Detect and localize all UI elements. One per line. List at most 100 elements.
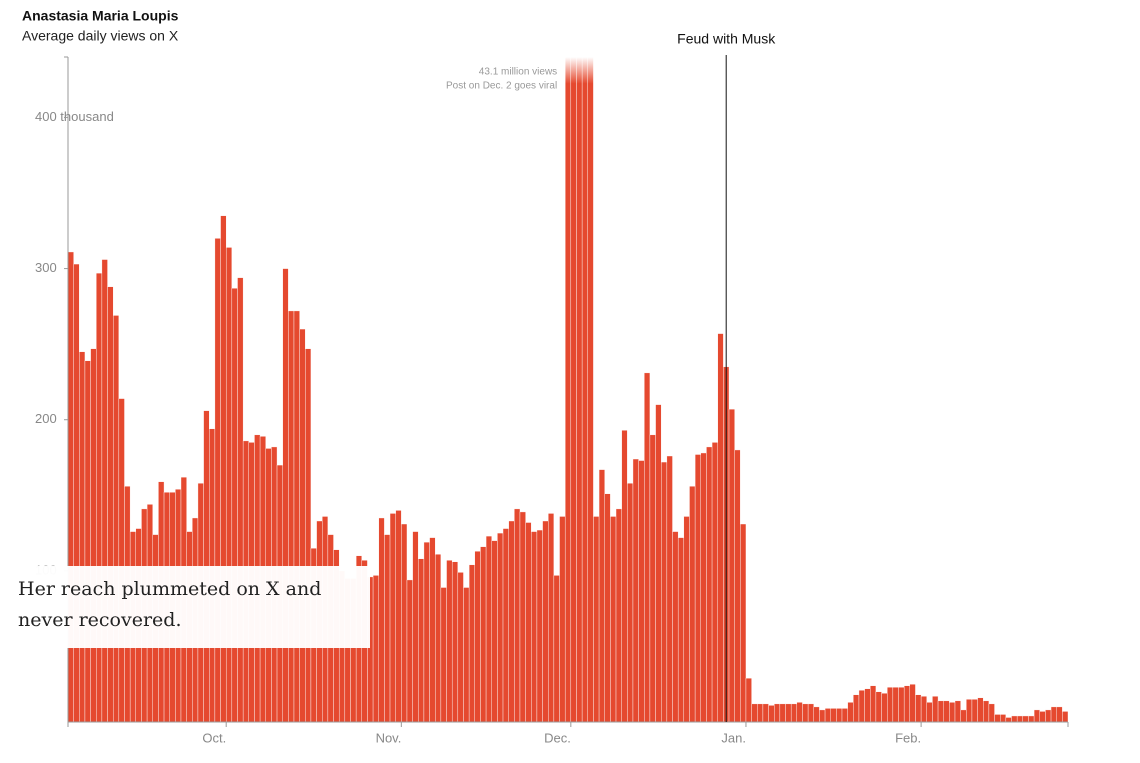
bar (751, 703, 758, 723)
bar (231, 288, 238, 723)
bar (604, 493, 611, 723)
bar (378, 517, 385, 723)
chart-title: Anastasia Maria Loupis (22, 8, 179, 24)
bar (1050, 706, 1057, 723)
bar (988, 703, 995, 723)
bar (813, 706, 820, 723)
bar (661, 461, 668, 723)
bar (768, 705, 775, 723)
bar (915, 694, 922, 723)
bar (559, 516, 566, 723)
bar (836, 708, 843, 723)
bar (468, 564, 475, 723)
bar (112, 315, 120, 723)
bar (440, 587, 447, 723)
bar (570, 56, 577, 723)
bar (1000, 714, 1007, 723)
bar (305, 348, 312, 723)
bar (926, 702, 933, 723)
bar (293, 310, 300, 723)
bar (384, 534, 391, 723)
bar (1016, 715, 1024, 723)
bar (531, 531, 538, 723)
bar (847, 702, 854, 723)
bar (677, 537, 685, 723)
x-tick-label: Dec. (544, 730, 571, 745)
bar (807, 703, 814, 723)
bar (418, 558, 425, 723)
bar (79, 351, 86, 723)
y-tick-label: 400 thousand (35, 109, 114, 124)
bar (519, 511, 526, 723)
bar (395, 510, 402, 723)
bar (870, 685, 877, 723)
callout: Her reach plummeted on X and never recov… (10, 566, 370, 648)
bar (796, 702, 803, 723)
bar (406, 579, 413, 723)
bar (446, 560, 453, 723)
bar (118, 398, 125, 723)
bar (785, 703, 792, 723)
bar (615, 508, 622, 723)
bar (802, 703, 809, 723)
bar (666, 455, 673, 723)
bar (581, 56, 588, 723)
bar (649, 434, 656, 723)
bar (73, 263, 80, 723)
bar (1022, 715, 1029, 723)
bar (474, 551, 481, 723)
bar (983, 700, 990, 723)
bar (898, 687, 905, 723)
bar (67, 251, 74, 723)
y-tick-label: 200 (35, 411, 57, 426)
bar (824, 708, 831, 723)
bar (954, 700, 961, 723)
bar (412, 531, 419, 723)
bar (451, 561, 459, 723)
event-label: Feud with Musk (677, 31, 776, 47)
bar (282, 268, 289, 723)
bar (762, 703, 769, 723)
bar (689, 486, 696, 723)
bar (497, 532, 504, 723)
bar (757, 703, 764, 723)
bar (107, 286, 114, 723)
bar (485, 535, 492, 723)
bar (536, 529, 543, 723)
bar (90, 348, 97, 723)
bar (858, 690, 865, 723)
bar (457, 572, 464, 723)
bar (101, 259, 108, 723)
bar (881, 693, 888, 723)
bar (909, 684, 916, 723)
bar (1005, 717, 1012, 723)
bar (672, 531, 679, 723)
bar (299, 328, 306, 723)
bar (700, 452, 707, 723)
bar (949, 702, 956, 723)
bar (903, 685, 911, 723)
bar (790, 703, 798, 723)
bar (966, 699, 973, 723)
x-tick-label: Nov. (376, 730, 402, 745)
bar (830, 708, 837, 723)
bar (864, 688, 871, 723)
bar (977, 697, 984, 723)
bar (683, 516, 690, 723)
bar (937, 700, 944, 723)
x-tick-label: Feb. (895, 730, 921, 745)
bar (1011, 715, 1018, 723)
bar (225, 247, 233, 723)
annotation: Post on Dec. 2 goes viral (446, 81, 557, 92)
bar (644, 372, 651, 723)
x-tick-label: Oct. (202, 730, 226, 745)
bar (564, 56, 572, 723)
bar (779, 703, 786, 723)
bar (932, 696, 939, 723)
bar (576, 56, 583, 723)
chart-subtitle: Average daily views on X (22, 28, 179, 44)
bar (621, 430, 628, 723)
bar (401, 523, 408, 723)
bar (423, 541, 430, 723)
bar (728, 408, 735, 723)
